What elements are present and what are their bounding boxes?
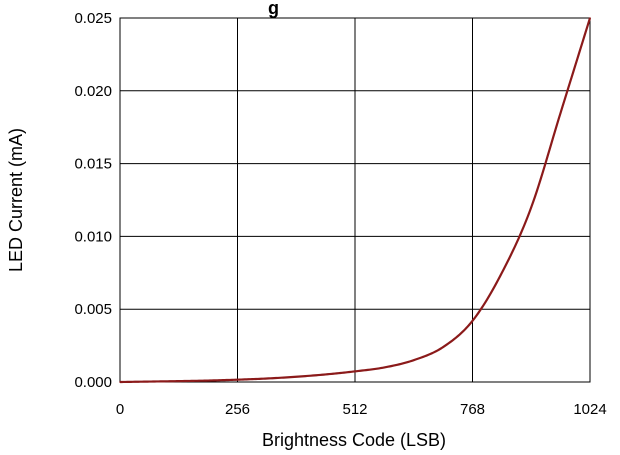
x-tick-label: 0 — [116, 401, 124, 418]
x-tick-label: 1024 — [573, 401, 606, 418]
data-point — [148, 380, 151, 383]
y-tick-label: 0.020 — [74, 83, 112, 100]
data-point — [236, 378, 239, 381]
tick-labels: 0 256 512 768 1024 0.000 0.005 0.010 0.015 0.020 0… — [74, 10, 606, 418]
grid — [119, 17, 591, 383]
data-point — [471, 320, 474, 322]
series-layer — [119, 17, 592, 384]
data-point — [559, 111, 562, 114]
y-tick-label: 0.010 — [74, 228, 112, 245]
data-point — [324, 373, 327, 376]
data-point — [501, 272, 503, 274]
data-point — [295, 375, 298, 378]
x-tick-label: 512 — [342, 401, 367, 418]
y-axis-title: LED Current (mA) — [6, 128, 26, 272]
y-tick-label: 0.005 — [74, 301, 112, 318]
y-tick-label: 0.015 — [74, 156, 112, 173]
data-point — [177, 380, 180, 382]
data-point — [207, 379, 209, 382]
x-tick-label: 256 — [225, 401, 250, 418]
chart-title-fragment: g — [268, 0, 279, 18]
data-point — [354, 370, 356, 373]
data-point — [412, 359, 415, 361]
x-tick-label: 768 — [460, 401, 485, 418]
data-point — [266, 377, 268, 380]
data-point — [442, 346, 444, 348]
y-tick-label: 0.025 — [74, 10, 112, 27]
data-point — [119, 381, 121, 383]
data-point — [383, 366, 386, 369]
data-point — [589, 17, 591, 19]
plot-border — [119, 17, 591, 383]
x-axis-title: Brightness Code (LSB) — [262, 430, 446, 450]
y-tick-label: 0.000 — [74, 374, 112, 391]
data-point — [530, 206, 533, 209]
